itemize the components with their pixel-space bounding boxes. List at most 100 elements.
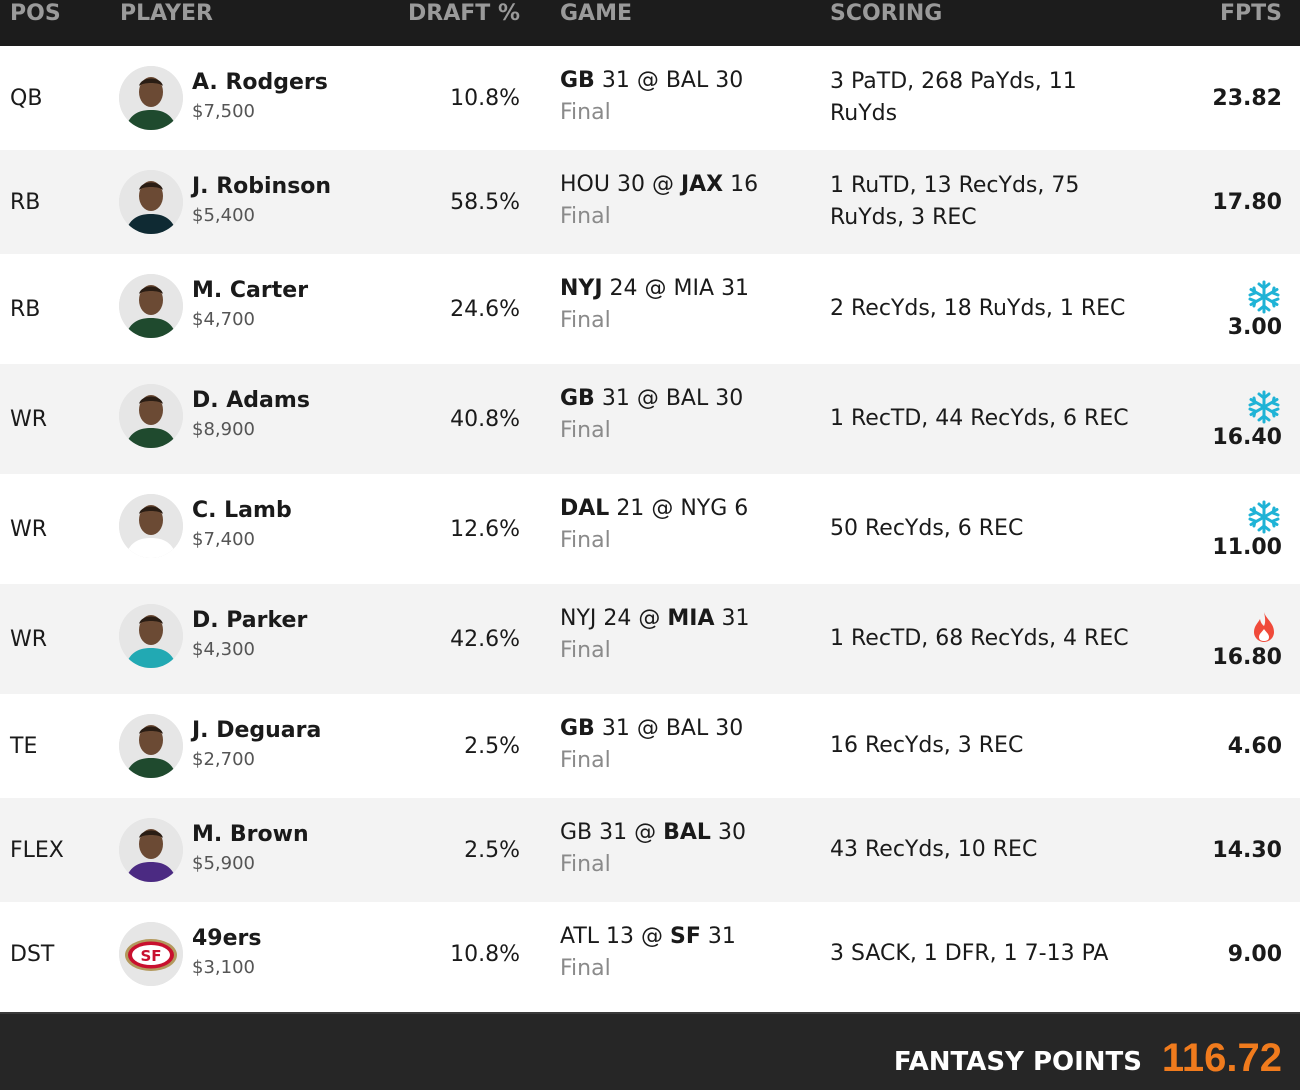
header-game[interactable]: GAME (560, 1, 633, 26)
avatar[interactable] (119, 384, 183, 448)
table-row[interactable]: DST SF 49ers $3,100 10.8% ATL 13 @ SF 31… (0, 902, 1300, 1006)
table-row[interactable]: TE J. Deguara $2,700 2.5% GB 31 @ BAL 30… (0, 694, 1300, 798)
table-row[interactable]: WR D. Adams $8,900 40.8% GB 31 @ BAL 30 … (0, 364, 1300, 474)
away-score: 13 (606, 924, 635, 949)
game-status: Final (560, 528, 611, 553)
home-team: BAL (663, 820, 711, 845)
away-team: NYJ (560, 276, 603, 301)
away-score: 21 (616, 496, 645, 521)
home-score: 30 (717, 820, 746, 845)
header-fpts[interactable]: FPTS (1219, 1, 1282, 26)
lineup-table: QB A. Rodgers $7,500 10.8% GB 31 @ BAL 3… (0, 46, 1300, 1006)
footer-bar: FANTASY POINTS 116.72 (0, 1012, 1300, 1090)
table-row[interactable]: WR C. Lamb $7,400 12.6% DAL 21 @ NYG 6 F… (0, 474, 1300, 584)
header-scoring[interactable]: SCORING (830, 1, 943, 26)
player-salary: $5,900 (192, 853, 255, 874)
player-name[interactable]: J. Deguara (192, 718, 322, 743)
home-team: BAL (665, 716, 709, 741)
game-cell: GB 31 @ BAL 30 Final (560, 66, 743, 130)
player-salary: $5,400 (192, 205, 255, 226)
at-symbol: @ (641, 924, 664, 949)
fpts-value: 4.60 (1227, 733, 1282, 759)
game-score-line: GB 31 @ BAL 30 (560, 384, 743, 414)
player-name[interactable]: D. Parker (192, 608, 308, 633)
player-info: C. Lamb $7,400 (192, 496, 292, 554)
scoring-breakdown: 50 RecYds, 6 REC (830, 516, 1024, 541)
table-row[interactable]: QB A. Rodgers $7,500 10.8% GB 31 @ BAL 3… (0, 46, 1300, 150)
at-symbol: @ (636, 716, 659, 741)
away-team: HOU (560, 172, 610, 197)
scoring-breakdown: 1 RuTD, 13 RecYds, 75 RuYds, 3 REC (830, 173, 1080, 230)
home-score: 30 (715, 716, 744, 741)
fpts-value: 14.30 (1212, 837, 1282, 863)
table-row[interactable]: FLEX M. Brown $5,900 2.5% GB 31 @ BAL 30… (0, 798, 1300, 902)
home-team: NYG (680, 496, 728, 521)
player-salary: $7,400 (192, 529, 255, 550)
player-salary: $7,500 (192, 101, 255, 122)
home-score: 30 (715, 386, 744, 411)
position-cell: QB (10, 85, 43, 111)
game-status: Final (560, 204, 611, 229)
fpts-value: 16.80 (1212, 644, 1282, 670)
away-score: 31 (601, 386, 630, 411)
at-symbol: @ (636, 386, 659, 411)
position-cell: WR (10, 516, 48, 542)
scoring-breakdown: 16 RecYds, 3 REC (830, 733, 1024, 758)
game-cell: NYJ 24 @ MIA 31 Final (560, 274, 749, 338)
avatar[interactable] (119, 714, 183, 778)
fantasy-points-label: FANTASY POINTS (893, 1047, 1142, 1077)
avatar[interactable] (119, 170, 183, 234)
table-row[interactable]: RB M. Carter $4,700 24.6% NYJ 24 @ MIA 3… (0, 254, 1300, 364)
avatar[interactable] (119, 494, 183, 558)
header-player[interactable]: PLAYER (120, 1, 213, 26)
game-score-line: NYJ 24 @ MIA 31 (560, 604, 750, 634)
away-team: ATL (560, 924, 600, 949)
avatar[interactable] (119, 818, 183, 882)
home-score: 31 (707, 924, 736, 949)
player-salary: $4,700 (192, 309, 255, 330)
fpts-value: 17.80 (1212, 189, 1282, 215)
position-cell: DST (10, 941, 55, 967)
player-name[interactable]: M. Brown (192, 822, 309, 847)
scoring-breakdown: 1 RecTD, 44 RecYds, 6 REC (830, 406, 1129, 431)
away-score: 24 (603, 606, 632, 631)
away-score: 31 (599, 820, 628, 845)
fpts-value: 3.00 (1227, 314, 1282, 340)
fpts-value: 9.00 (1227, 941, 1282, 967)
header-pos[interactable]: POS (10, 1, 61, 26)
home-score: 30 (715, 68, 744, 93)
away-team: GB (560, 68, 595, 93)
player-name[interactable]: A. Rodgers (192, 70, 328, 95)
fpts-cell: 11.00 (1212, 474, 1282, 584)
fpts-cell: 4.60 (1228, 694, 1282, 798)
game-score-line: GB 31 @ BAL 30 (560, 818, 746, 848)
game-cell: GB 31 @ BAL 30 Final (560, 384, 743, 448)
avatar[interactable] (119, 274, 183, 338)
position-cell: RB (10, 296, 41, 322)
header-draft[interactable]: DRAFT % (408, 1, 520, 26)
away-score: 31 (601, 68, 630, 93)
player-name[interactable]: M. Carter (192, 278, 309, 303)
table-row[interactable]: WR D. Parker $4,300 42.6% NYJ 24 @ MIA 3… (0, 584, 1300, 694)
at-symbol: @ (638, 606, 661, 631)
home-team: SF (670, 924, 701, 949)
player-name[interactable]: 49ers (192, 926, 262, 951)
avatar[interactable] (119, 604, 183, 668)
player-name[interactable]: D. Adams (192, 388, 310, 413)
player-name[interactable]: J. Robinson (192, 174, 332, 199)
team-logo[interactable]: SF (119, 922, 183, 986)
position-cell: RB (10, 189, 41, 215)
home-score: 31 (721, 606, 750, 631)
game-status: Final (560, 308, 611, 333)
table-row[interactable]: RB J. Robinson $5,400 58.5% HOU 30 @ JAX… (0, 150, 1300, 254)
game-cell: NYJ 24 @ MIA 31 Final (560, 604, 750, 668)
player-name[interactable]: C. Lamb (192, 498, 292, 523)
game-score-line: NYJ 24 @ MIA 31 (560, 274, 749, 304)
avatar[interactable] (119, 66, 183, 130)
player-info: J. Deguara $2,700 (192, 716, 321, 774)
position-cell: WR (10, 626, 48, 652)
scoring-breakdown: 3 SACK, 1 DFR, 1 7-13 PA (830, 941, 1109, 966)
game-cell: GB 31 @ BAL 30 Final (560, 714, 743, 778)
home-team: BAL (665, 68, 709, 93)
away-team: NYJ (560, 606, 597, 631)
